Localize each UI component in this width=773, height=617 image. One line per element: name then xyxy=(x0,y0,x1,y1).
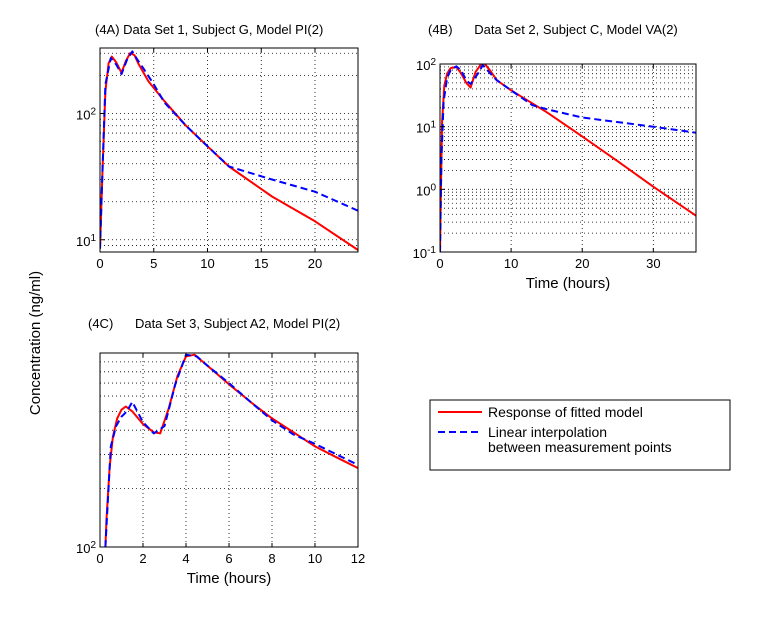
panel-4a: 0 5 10 15 20 101 102 (4A) Data Set 1, Subject G… xyxy=(76,22,359,271)
x-tick-label: 4 xyxy=(182,551,189,566)
chart-title: (4A) Data Set 1, Subject G, Model PI(2) xyxy=(95,22,323,37)
axes-frame xyxy=(99,47,359,253)
plot-area xyxy=(440,64,696,252)
interpolation-line xyxy=(104,353,358,547)
legend-frame xyxy=(429,399,731,471)
chart-title: (4B) Data Set 2, Subject C, Model VA(2) xyxy=(428,22,678,37)
x-tick-label: 10 xyxy=(504,256,518,271)
y-tick-label: 102 xyxy=(76,540,96,556)
y-tick-label: 102 xyxy=(76,106,96,122)
y-tick-label: 100 xyxy=(416,182,436,198)
x-tick-label: 20 xyxy=(308,256,322,271)
fitted-model-line xyxy=(440,64,696,252)
grid xyxy=(100,48,358,252)
plot-area xyxy=(100,48,358,252)
axes-frame xyxy=(439,63,697,253)
legend-box: Response of fitted model Linear interpola… xyxy=(429,399,731,471)
panel-4b: 0 10 20 30 10-1 100 101 102 (4B) Data Set 2, Sub… xyxy=(413,22,697,292)
x-tick-label: 0 xyxy=(96,551,103,566)
x-tick-label: 8 xyxy=(268,551,275,566)
x-axis-label: Time (hours) xyxy=(187,570,271,587)
x-tick-label: 0 xyxy=(436,256,443,271)
legend-label: Response of fitted model xyxy=(488,404,643,420)
x-tick-label: 10 xyxy=(200,256,214,271)
x-tick-label: 2 xyxy=(139,551,146,566)
figure-ylabel: Concentration (ng/ml) xyxy=(27,271,44,415)
legend-label: between measurement points xyxy=(488,439,672,455)
y-tick-label: 10-1 xyxy=(413,245,437,261)
legend-label: Linear interpolation xyxy=(488,424,607,440)
x-axis-label: Time (hours) xyxy=(526,275,610,292)
x-tick-label: 6 xyxy=(225,551,232,566)
chart-title: (4C) Data Set 3, Subject A2, Model PI(2) xyxy=(88,316,340,331)
y-tick-label: 101 xyxy=(416,120,436,136)
x-tick-label: 10 xyxy=(308,551,322,566)
interpolation-line xyxy=(440,64,696,252)
x-tick-label: 12 xyxy=(351,551,365,566)
y-tick-label: 101 xyxy=(76,233,96,249)
x-tick-label: 30 xyxy=(646,256,660,271)
x-tick-label: 15 xyxy=(254,256,268,271)
x-tick-label: 5 xyxy=(150,256,157,271)
x-tick-label: 20 xyxy=(575,256,589,271)
panel-4c: 0 2 4 6 8 10 12 102 (4C) Data Set 3, Subject A2,… xyxy=(76,316,365,587)
x-tick-label: 0 xyxy=(96,256,103,271)
y-tick-label: 102 xyxy=(416,57,436,73)
